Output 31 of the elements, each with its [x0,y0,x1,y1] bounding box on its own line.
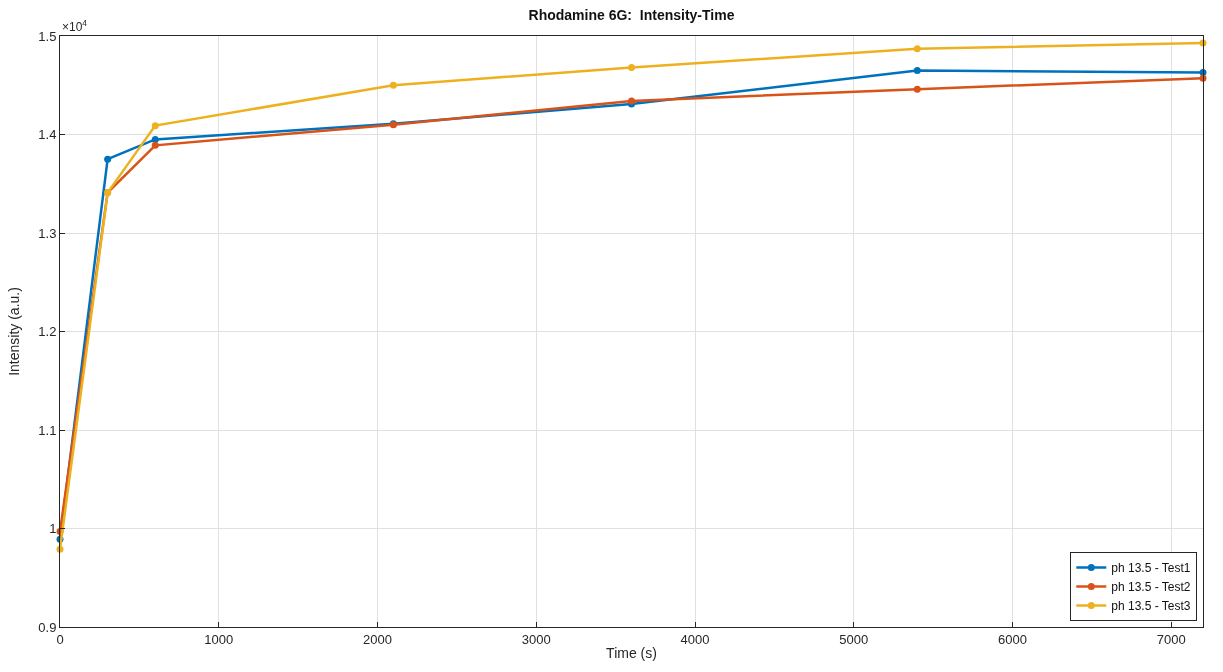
x-tick-label: 7000 [1156,631,1186,647]
point [913,45,921,53]
point [151,141,159,149]
point [151,122,159,130]
x-axis-title: Time (s) [606,644,657,661]
y-tick-label: 1.3 [38,225,57,241]
x-tick-label: 1000 [204,631,234,647]
chart-title: Rhodamine 6G: Intensity-Time [528,6,735,23]
y-tick-label: 0.9 [38,619,57,635]
y-axis-title: Intensity (a.u.) [5,287,22,376]
legend-label: ph 13.5 - Test3 [1111,599,1191,614]
y-tick-label: 1.2 [38,324,57,340]
y-tick-label: 1 [49,521,57,537]
x-tick-label: 6000 [998,631,1027,647]
point [913,85,921,93]
legend-label: ph 13.5 - Test2 [1111,580,1191,595]
x-tick-label: 3000 [521,631,551,647]
x-tick-label: 2000 [363,631,392,647]
legend-label: ph 13.5 - Test1 [1111,561,1191,576]
x-tick-label: 4000 [680,631,710,647]
y-tick-label: 1.4 [38,127,57,143]
point [151,135,159,143]
point [628,64,635,72]
x-tick-label: 5000 [839,631,869,647]
point [913,66,921,74]
y-tick-label: 1.1 [38,422,57,438]
y-tick-label: 1.5 [38,28,57,44]
point [104,155,112,163]
text: ×10$^{4}$ [62,18,88,35]
x-tick-label: 0 [56,631,64,647]
point [389,81,397,89]
